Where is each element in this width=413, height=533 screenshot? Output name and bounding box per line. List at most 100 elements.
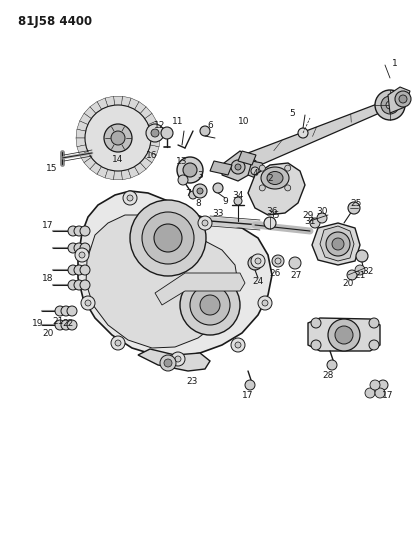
Polygon shape <box>90 102 101 114</box>
Text: 21: 21 <box>354 271 365 279</box>
Circle shape <box>164 359 171 367</box>
Circle shape <box>284 165 290 171</box>
Circle shape <box>250 167 259 175</box>
Circle shape <box>325 232 349 256</box>
Text: 81J58 4400: 81J58 4400 <box>18 15 92 28</box>
Text: 8: 8 <box>195 198 200 207</box>
Circle shape <box>202 220 207 226</box>
Circle shape <box>111 131 125 145</box>
Circle shape <box>259 165 265 171</box>
Text: 10: 10 <box>237 117 249 125</box>
Circle shape <box>369 380 379 390</box>
Text: 29: 29 <box>301 211 313 220</box>
Circle shape <box>74 280 84 290</box>
Polygon shape <box>247 163 304 215</box>
Text: 31: 31 <box>304 216 315 225</box>
Circle shape <box>288 257 300 269</box>
Circle shape <box>247 256 261 270</box>
Circle shape <box>199 126 209 136</box>
Circle shape <box>123 191 137 205</box>
Text: 28: 28 <box>322 370 333 379</box>
Circle shape <box>85 105 151 171</box>
Polygon shape <box>140 107 152 119</box>
Circle shape <box>326 360 336 370</box>
Polygon shape <box>84 157 96 169</box>
Polygon shape <box>134 102 146 114</box>
Polygon shape <box>145 151 156 163</box>
Circle shape <box>259 185 265 191</box>
Text: 32: 32 <box>361 266 373 276</box>
Circle shape <box>55 306 65 316</box>
Circle shape <box>252 260 257 266</box>
Polygon shape <box>79 151 91 163</box>
Polygon shape <box>77 145 88 155</box>
Circle shape <box>171 352 185 366</box>
Circle shape <box>127 195 133 201</box>
Polygon shape <box>90 163 101 174</box>
Circle shape <box>68 265 78 275</box>
Text: 7: 7 <box>185 189 190 198</box>
Polygon shape <box>105 96 114 107</box>
Circle shape <box>334 326 352 344</box>
Text: 17: 17 <box>242 391 253 400</box>
Text: 36: 36 <box>266 206 277 215</box>
Circle shape <box>80 243 90 253</box>
Text: 18: 18 <box>42 273 54 282</box>
Circle shape <box>250 254 264 268</box>
Text: 20: 20 <box>42 328 54 337</box>
Circle shape <box>61 306 71 316</box>
Circle shape <box>394 91 410 107</box>
Text: 15: 15 <box>46 164 57 173</box>
Polygon shape <box>134 163 146 174</box>
Text: 22: 22 <box>62 319 74 327</box>
Text: 16: 16 <box>146 150 157 159</box>
Circle shape <box>130 200 206 276</box>
Text: 1: 1 <box>391 59 397 68</box>
Text: 13: 13 <box>176 157 188 166</box>
Text: 3: 3 <box>197 171 202 180</box>
Circle shape <box>230 338 244 352</box>
Circle shape <box>197 188 202 194</box>
Circle shape <box>104 124 132 152</box>
Circle shape <box>189 191 197 199</box>
Polygon shape <box>154 273 244 305</box>
Circle shape <box>271 255 283 267</box>
Circle shape <box>374 90 404 120</box>
Text: 14: 14 <box>112 155 123 164</box>
Circle shape <box>183 163 197 177</box>
Circle shape <box>161 127 173 139</box>
Text: 19: 19 <box>32 319 44 327</box>
Circle shape <box>80 265 90 275</box>
Circle shape <box>80 280 90 290</box>
Text: 21: 21 <box>52 317 64 326</box>
Circle shape <box>111 336 125 350</box>
Circle shape <box>177 157 202 183</box>
Circle shape <box>354 265 364 275</box>
Circle shape <box>115 340 121 346</box>
Text: 5: 5 <box>288 109 294 117</box>
Circle shape <box>67 320 77 330</box>
Circle shape <box>297 128 307 138</box>
Circle shape <box>374 388 384 398</box>
Ellipse shape <box>260 167 288 189</box>
Circle shape <box>261 300 267 306</box>
Polygon shape <box>128 167 139 178</box>
Circle shape <box>235 164 240 170</box>
Polygon shape <box>148 121 159 131</box>
Circle shape <box>364 388 374 398</box>
Circle shape <box>180 275 240 335</box>
Polygon shape <box>105 169 114 180</box>
Polygon shape <box>138 349 209 371</box>
Polygon shape <box>145 114 156 125</box>
Circle shape <box>74 226 84 236</box>
Text: 24: 24 <box>252 277 263 286</box>
Text: 27: 27 <box>290 271 301 279</box>
Text: 20: 20 <box>342 279 353 287</box>
Circle shape <box>151 129 159 137</box>
Circle shape <box>230 160 244 174</box>
Polygon shape <box>311 223 359 265</box>
Circle shape <box>284 185 290 191</box>
Circle shape <box>75 248 89 262</box>
Polygon shape <box>121 169 131 180</box>
Text: 11: 11 <box>172 117 183 125</box>
